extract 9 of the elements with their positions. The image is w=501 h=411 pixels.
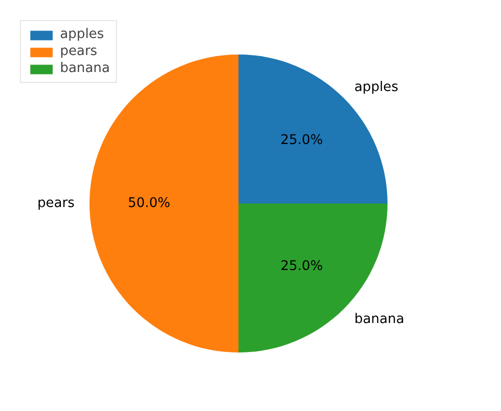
data-label: 50.0% (128, 196, 170, 211)
data-label: 25.0% (280, 132, 323, 148)
legend-label: pears (60, 44, 98, 59)
data-label: 25.0% (280, 259, 323, 274)
slice-label: banana (354, 312, 404, 327)
legend-label: banana (60, 61, 110, 76)
slice-label: pears (37, 196, 75, 211)
legend-label: apples (60, 27, 104, 42)
slice-label: apples (354, 80, 398, 96)
